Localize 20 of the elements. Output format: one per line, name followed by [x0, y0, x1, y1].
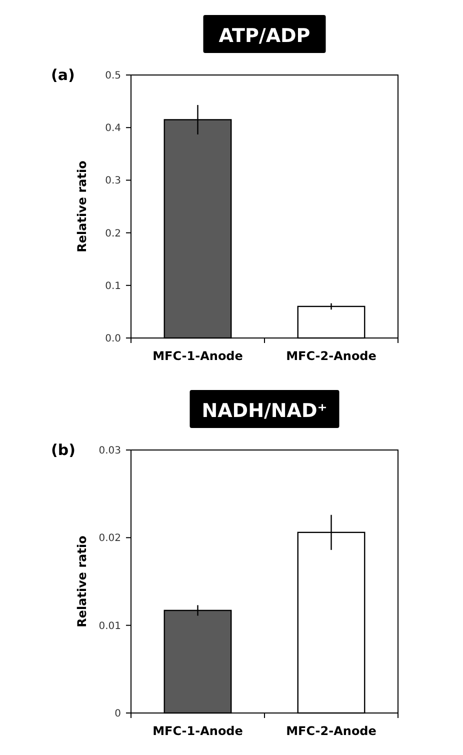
y-tick-label: 0.01: [98, 620, 121, 632]
y-tick-label: 0.3: [105, 176, 121, 187]
x-tick-label: MFC-1-Anode: [152, 724, 243, 738]
y-tick-label: 0.0: [105, 334, 121, 344]
y-tick-label: 0.5: [105, 70, 121, 82]
x-tick-label: MFC-2-Anode: [286, 724, 376, 738]
y-tick-label: 0.4: [105, 123, 121, 134]
y-tick-label: 0.03: [98, 446, 121, 456]
x-tick-label: MFC-1-Anode: [152, 349, 243, 363]
y-tick-label: 0.1: [105, 280, 121, 292]
x-tick-label: MFC-2-Anode: [286, 349, 376, 363]
text: (a): [51, 66, 75, 84]
y-tick-label: 0.2: [105, 228, 121, 240]
y-tick-label: 0.02: [98, 533, 121, 544]
y-axis-title: Relative ratio: [75, 536, 89, 628]
chart-title: NADH/NAD⁺: [202, 400, 328, 422]
chart-title: ATP/ADP: [218, 25, 310, 47]
y-axis-title: Relative ratio: [75, 160, 89, 252]
y-tick-label: 0: [114, 708, 121, 720]
text: (b): [51, 441, 76, 459]
